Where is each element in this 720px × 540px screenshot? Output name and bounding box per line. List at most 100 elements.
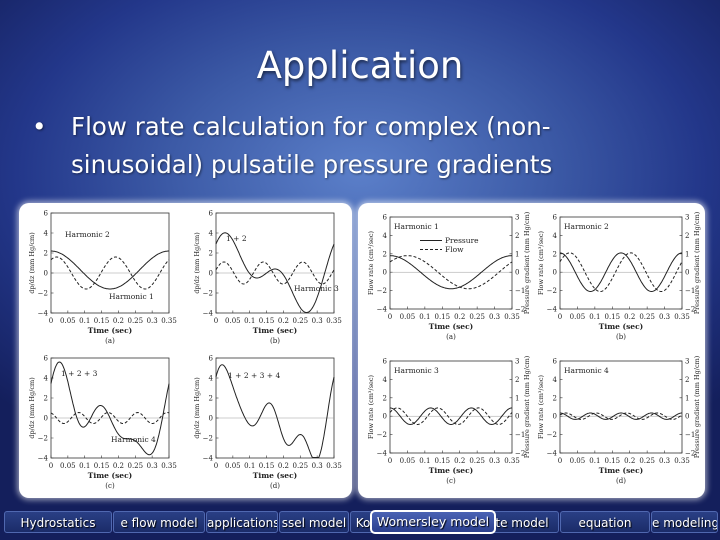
y-tick-label: 0	[553, 413, 557, 421]
y-axis-label-right: Pressure gradient (mm Hg/cm)	[693, 355, 701, 458]
plot-frame	[389, 360, 513, 454]
x-tick-label: 0.15	[434, 313, 450, 321]
y-tick-label: −4	[38, 310, 49, 318]
x-tick-label: 0.2	[624, 313, 635, 321]
y-tick-label: −2	[38, 290, 48, 298]
curve-annotation: Harmonic 1	[109, 292, 154, 301]
curve-annotation: Harmonic 4	[564, 366, 609, 375]
nav-item-0[interactable]: Hydrostatics	[4, 511, 112, 533]
y-tick-label-right: −1	[515, 287, 525, 295]
bullet-dot: •	[32, 112, 47, 141]
y-tick-label-right: 3	[685, 358, 689, 366]
curve-annotation: Harmonic 3	[294, 284, 339, 293]
y-tick-label: 0	[44, 270, 48, 278]
subplot-right-3: 6 4 2 0 −2 −4 3 2 1 0 −1 −2 0 0.05 0.1 0.15 0.2 0.25 0.3 0.…	[537, 355, 701, 485]
dashed-curve	[389, 407, 513, 426]
y-tick-label: 2	[209, 250, 213, 258]
x-axis-label: Time (sec)	[88, 471, 132, 480]
x-tick-label: 0	[558, 457, 562, 465]
x-tick-label: 0.35	[504, 313, 520, 321]
nav-item-2[interactable]: applications	[206, 511, 278, 533]
x-tick-label: 0.1	[419, 313, 430, 321]
y-tick-label-right: 3	[515, 214, 519, 222]
x-tick-label: 0.1	[589, 313, 600, 321]
x-tick-label: 0	[388, 313, 392, 321]
y-tick-label: −2	[203, 290, 213, 298]
y-tick-label-right: −2	[515, 306, 525, 314]
x-tick-label: 0.2	[113, 462, 124, 470]
dashed-curve	[50, 256, 170, 290]
x-tick-label: 0.1	[79, 317, 90, 325]
nav-item-6[interactable]: te model	[485, 511, 559, 533]
dashed-curve	[389, 255, 513, 290]
y-tick-label: −2	[38, 435, 48, 443]
subplot-right-0: 6 4 2 0 −2 −4 3 2 1 0 −1 −2 0 0.05 0.1 0.15 0.2 0.25 0.3 0.…	[367, 211, 531, 341]
nav-item-5[interactable]: Womersley model	[370, 510, 496, 534]
y-tick-label: 6	[383, 214, 388, 222]
subplot-caption: (d)	[270, 482, 280, 490]
y-tick-label: −4	[377, 450, 388, 458]
subplot-caption: (c)	[446, 477, 456, 485]
y-tick-label: 6	[553, 358, 558, 366]
x-tick-label: 0.15	[604, 457, 620, 465]
x-tick-label: 0.3	[489, 313, 500, 321]
x-tick-label: 0.2	[454, 457, 465, 465]
nav-item-8[interactable]: e modeling	[651, 511, 718, 533]
solid-curve	[560, 412, 682, 420]
y-tick-label: −4	[203, 310, 214, 318]
solid-curve	[50, 361, 170, 456]
subplot-caption: (a)	[446, 333, 456, 341]
nav-item-7[interactable]: equation	[560, 511, 650, 533]
nav-item-1[interactable]: e flow model	[113, 511, 205, 533]
x-axis-label: Time (sec)	[429, 466, 473, 475]
x-tick-label: 0.35	[674, 457, 690, 465]
y-tick-label-right: 1	[515, 394, 519, 402]
y-tick-label-right: 2	[685, 376, 689, 384]
x-tick-label: 0.3	[312, 317, 323, 325]
dashed-curve	[559, 412, 683, 420]
x-tick-label: 0.3	[489, 457, 500, 465]
x-tick-label: 0.1	[244, 317, 255, 325]
x-tick-label: 0.35	[326, 317, 342, 325]
subplot-caption: (c)	[105, 482, 115, 490]
plot-frame	[559, 360, 683, 454]
y-tick-label-right: 0	[515, 269, 519, 277]
y-axis-label: dp/dz (mm Hg/cm)	[193, 232, 201, 294]
curve-annotation: 1 + 2 + 3	[61, 369, 98, 378]
x-tick-label: 0.25	[469, 313, 485, 321]
y-tick-label-right: −1	[685, 287, 695, 295]
y-tick-label-right: 0	[685, 413, 689, 421]
y-tick-label: 4	[209, 230, 214, 238]
y-axis-label: dp/dz (mm Hg/cm)	[28, 232, 36, 294]
y-tick-label-right: 0	[515, 413, 519, 421]
y-tick-label: −2	[377, 287, 387, 295]
y-tick-label: 0	[44, 415, 48, 423]
y-tick-label: −2	[547, 287, 557, 295]
y-tick-label-right: −1	[515, 431, 525, 439]
x-tick-label: 0.25	[639, 313, 655, 321]
y-tick-label-right: −1	[685, 431, 695, 439]
y-tick-label-right: 1	[685, 250, 689, 258]
x-tick-label: 0.3	[147, 462, 158, 470]
y-tick-label: 2	[553, 394, 557, 402]
subplot-caption: (a)	[105, 337, 115, 345]
x-tick-label: 0.05	[60, 462, 76, 470]
curve-annotation: Harmonic 3	[394, 366, 439, 375]
solid-curve	[215, 232, 335, 313]
x-tick-label: 0.25	[469, 457, 485, 465]
x-tick-label: 0.2	[113, 317, 124, 325]
y-tick-label: −4	[377, 306, 388, 314]
y-tick-label: 4	[44, 230, 49, 238]
solid-curve	[389, 407, 513, 426]
y-axis-label: Flow rate (cm³/sec)	[537, 230, 545, 295]
y-tick-label: 0	[383, 413, 387, 421]
x-tick-label: 0.05	[570, 457, 586, 465]
x-tick-label: 0.1	[79, 462, 90, 470]
y-tick-label: 4	[553, 232, 558, 240]
x-tick-label: 0.25	[127, 462, 143, 470]
nav-item-3[interactable]: ssel model	[279, 511, 349, 533]
y-tick-label: 6	[383, 358, 388, 366]
subplot-right-2: 6 4 2 0 −2 −4 3 2 1 0 −1 −2 0 0.05 0.1 0.15 0.2 0.25 0.3 0.…	[367, 355, 531, 485]
x-tick-label: 0.2	[278, 317, 289, 325]
